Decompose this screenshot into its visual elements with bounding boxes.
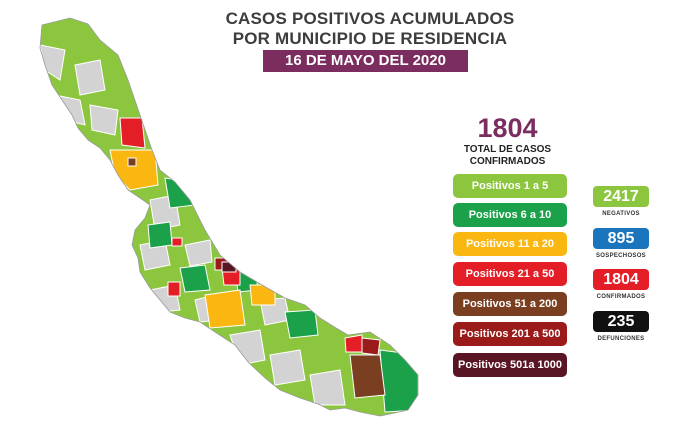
municipality-11-20 (249, 284, 276, 306)
municipality-6-10 (379, 349, 418, 413)
municipality-21-50 (344, 334, 363, 353)
municipality-no-cases (89, 104, 119, 136)
legend-item-201-500: Positivos 201 a 500 (453, 322, 567, 346)
stat-defunciones-label: DEFUNCIONES (597, 336, 645, 342)
title-line-1: CASOS POSITIVOS ACUMULADOS (225, 9, 515, 28)
stat-negativos-label: NEGATIVOS (602, 211, 640, 217)
legend-item-51-200: Positivos 51 a 200 (453, 292, 567, 316)
municipality-11-20 (204, 289, 246, 329)
total-cases-value: 1804 (477, 113, 538, 143)
municipality-21-50 (171, 237, 183, 247)
municipality-no-cases (269, 349, 306, 386)
state-outline (39, 17, 419, 417)
municipality-6-10 (284, 309, 319, 339)
municipality-21-50 (167, 281, 181, 297)
title-line-2: POR MUNICIPIO DE RESIDENCIA (232, 29, 508, 48)
municipality-6-10 (164, 177, 196, 209)
municipality-51-200 (127, 157, 137, 167)
date-banner: 16 DE MAYO DEL 2020 (263, 50, 468, 72)
total-cases-label-line1: TOTAL DE CASOS (463, 144, 552, 155)
municipality-21-50 (119, 117, 146, 149)
municipality-51-200 (349, 354, 386, 399)
municipality-201-500 (361, 337, 381, 356)
municipality-no-cases (309, 369, 346, 406)
municipality-no-cases (74, 59, 106, 96)
stat-confirmados-label: CONFIRMADOS (596, 294, 646, 300)
stat-confirmados-value: 1804 (593, 269, 649, 290)
total-cases-label: TOTAL DE CASOS CONFIRMADOS (445, 144, 570, 168)
legend-item-6-10: Positivos 6 a 10 (453, 203, 567, 227)
stat-sospechosos-value: 895 (593, 228, 649, 249)
municipality-6-10 (179, 264, 211, 293)
stat-defunciones-value: 235 (593, 311, 649, 332)
total-cases-label-line2: CONFIRMADOS (469, 156, 546, 167)
municipality-no-cases (184, 239, 213, 267)
legend-item-21-50: Positivos 21 a 50 (453, 262, 567, 286)
legend-item-501-1000: Positivos 501a 1000 (453, 353, 567, 377)
municipality-no-cases (40, 44, 66, 81)
municipality-no-cases (229, 329, 266, 366)
municipality-11-20 (109, 149, 159, 191)
stat-sospechosos-label: SOSPECHOSOS (596, 253, 646, 259)
municipality-6-10 (147, 221, 173, 249)
stat-negativos-value: 2417 (593, 186, 649, 207)
legend-item-11-20: Positivos 11 a 20 (453, 232, 567, 256)
legend-item-1-5: Positivos 1 a 5 (453, 174, 567, 198)
